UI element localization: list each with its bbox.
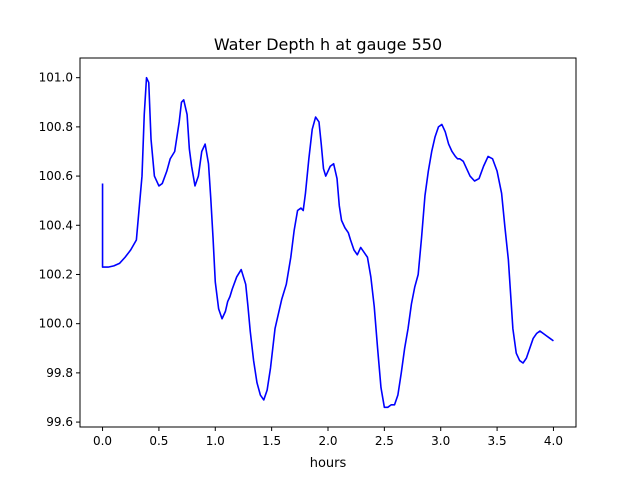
y-tick-label: 101.0 xyxy=(39,71,73,85)
x-tick-label: 1.5 xyxy=(262,434,281,448)
x-tick-label: 4.0 xyxy=(544,434,563,448)
x-tick-label: 0.0 xyxy=(93,434,112,448)
y-tick-label: 100.8 xyxy=(39,120,73,134)
y-tick-label: 99.8 xyxy=(46,366,73,380)
x-tick-label: 3.5 xyxy=(488,434,507,448)
y-tick-label: 100.0 xyxy=(39,317,73,331)
x-tick-label: 2.5 xyxy=(375,434,394,448)
plot-area xyxy=(101,76,554,409)
y-tick-label: 100.4 xyxy=(39,218,73,232)
x-tick-label: 0.5 xyxy=(149,434,168,448)
y-tick-label: 99.6 xyxy=(46,415,73,429)
x-tick-label: 1.0 xyxy=(206,434,225,448)
y-tick-label: 100.2 xyxy=(39,267,73,281)
series-line-0 xyxy=(101,76,554,409)
y-tick-label: 100.6 xyxy=(39,169,73,183)
axes: 0.0 0.5 1.0 1.5 2.0 2.5 3.0 3.5 4.0 99.6 99.8 100.0… xyxy=(39,57,577,448)
x-tick-label: 2.0 xyxy=(318,434,337,448)
x-axis-label: hours xyxy=(310,456,347,471)
x-tick-label: 3.0 xyxy=(431,434,450,448)
chart-title: Water Depth h at gauge 550 xyxy=(214,35,442,54)
